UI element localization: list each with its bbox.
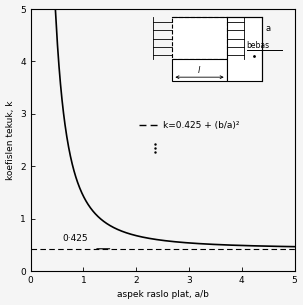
Text: k=0.425 + (b/a)²: k=0.425 + (b/a)² <box>163 121 239 130</box>
Text: 0·425: 0·425 <box>62 234 88 243</box>
Y-axis label: koefislen tekuk, k: koefislen tekuk, k <box>5 100 15 180</box>
X-axis label: aspek raslo plat, a/b: aspek raslo plat, a/b <box>117 290 208 300</box>
